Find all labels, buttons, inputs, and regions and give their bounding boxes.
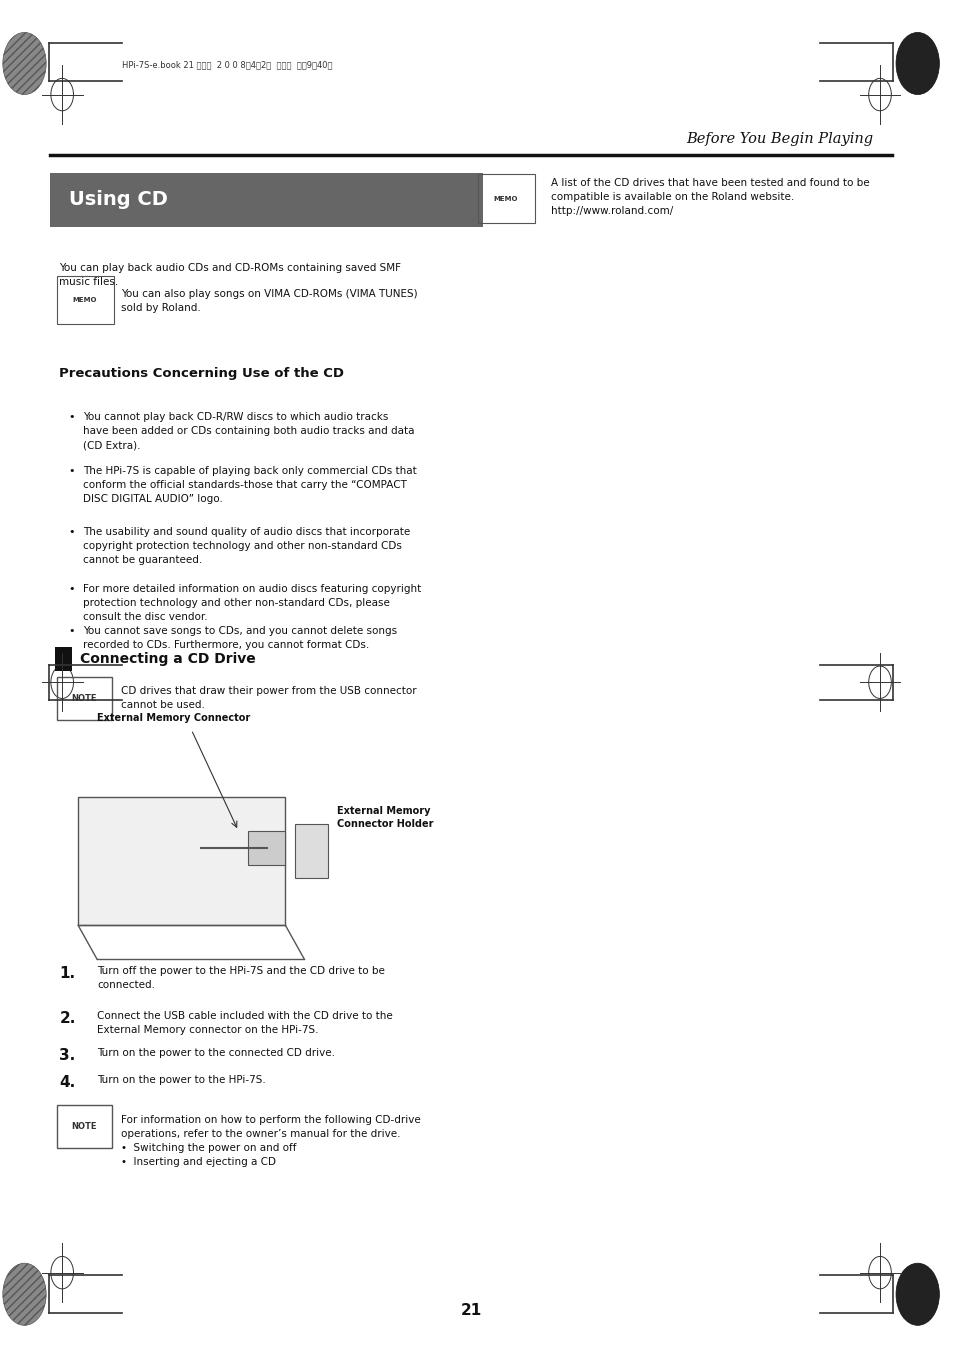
Text: Precautions Concerning Use of the CD: Precautions Concerning Use of the CD [59,367,344,381]
Circle shape [895,32,939,95]
Text: 3.: 3. [59,1048,75,1063]
Text: 1.: 1. [59,966,75,981]
FancyBboxPatch shape [294,824,328,878]
Circle shape [895,1263,939,1325]
Text: The HPi-7S is capable of playing back only commercial CDs that
conform the offic: The HPi-7S is capable of playing back on… [83,466,416,504]
Text: 21: 21 [460,1302,481,1319]
Text: You can play back audio CDs and CD-ROMs containing saved SMF
music files.: You can play back audio CDs and CD-ROMs … [59,263,401,288]
Circle shape [3,32,46,95]
Text: •: • [69,466,75,476]
FancyBboxPatch shape [50,173,483,227]
Text: A list of the CD drives that have been tested and found to be
compatible is avai: A list of the CD drives that have been t… [551,178,869,216]
Text: You cannot play back CD-R/RW discs to which audio tracks
have been added or CDs : You cannot play back CD-R/RW discs to wh… [83,412,414,450]
Text: You cannot save songs to CDs, and you cannot delete songs
recorded to CDs. Furth: You cannot save songs to CDs, and you ca… [83,626,396,650]
Text: Turn on the power to the connected CD drive.: Turn on the power to the connected CD dr… [97,1048,335,1058]
Text: Using CD: Using CD [69,190,168,209]
Text: MEMO: MEMO [494,196,517,201]
Text: For information on how to perform the following CD-drive
operations, refer to th: For information on how to perform the fo… [120,1115,420,1166]
FancyBboxPatch shape [248,831,285,865]
Text: Before You Begin Playing: Before You Begin Playing [685,132,873,146]
Text: For more detailed information on audio discs featuring copyright
protection tech: For more detailed information on audio d… [83,584,420,621]
Text: Connecting a CD Drive: Connecting a CD Drive [80,653,255,666]
Text: NOTE: NOTE [71,694,96,703]
Text: External Memory Connector: External Memory Connector [97,713,250,723]
Text: Connect the USB cable included with the CD drive to the
External Memory connecto: Connect the USB cable included with the … [97,1011,393,1035]
Text: •: • [69,412,75,422]
Circle shape [3,1263,46,1325]
Text: Turn on the power to the HPi-7S.: Turn on the power to the HPi-7S. [97,1075,266,1085]
Text: CD drives that draw their power from the USB connector
cannot be used.: CD drives that draw their power from the… [120,686,416,711]
Text: •: • [69,626,75,635]
Text: MEMO: MEMO [72,297,97,303]
Text: 4.: 4. [59,1075,75,1090]
FancyBboxPatch shape [54,647,71,671]
FancyBboxPatch shape [78,797,285,925]
Text: NOTE: NOTE [71,1123,96,1131]
Text: •: • [69,584,75,593]
Text: You can also play songs on VIMA CD-ROMs (VIMA TUNES)
sold by Roland.: You can also play songs on VIMA CD-ROMs … [120,289,416,313]
Text: Turn off the power to the HPi-7S and the CD drive to be
connected.: Turn off the power to the HPi-7S and the… [97,966,384,990]
Text: 2.: 2. [59,1011,75,1025]
Text: External Memory
Connector Holder: External Memory Connector Holder [337,805,434,830]
Text: The usability and sound quality of audio discs that incorporate
copyright protec: The usability and sound quality of audio… [83,527,410,565]
Text: HPi-7S-e.book 21 ページ  2 0 0 8年4月2日  水曜日  午前9晈40分: HPi-7S-e.book 21 ページ 2 0 0 8年4月2日 水曜日 午前… [122,61,333,69]
Text: •: • [69,527,75,536]
